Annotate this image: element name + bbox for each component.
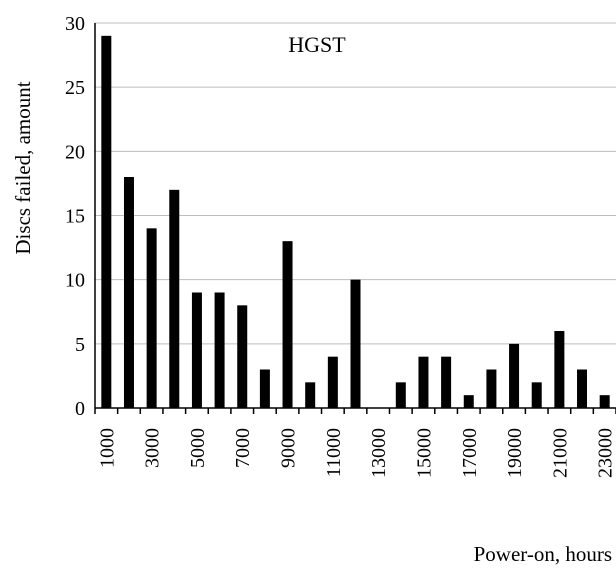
bar xyxy=(327,356,338,408)
x-axis-title: Power-on, hours xyxy=(474,542,612,566)
bar xyxy=(509,343,520,408)
x-tick-label: 1000 xyxy=(96,428,118,468)
bar xyxy=(146,228,157,408)
bar xyxy=(395,382,406,408)
bar xyxy=(237,305,248,408)
bar xyxy=(101,35,112,408)
y-tick-label: 30 xyxy=(65,13,85,35)
bar xyxy=(577,369,588,408)
x-tick-label: 19000 xyxy=(504,428,526,478)
bar xyxy=(123,177,134,408)
y-tick-labels: 0 5 10 15 20 25 30 xyxy=(65,13,85,420)
x-tick-labels: 1000 3000 5000 7000 9000 11000 13000 15000 17000… xyxy=(96,428,616,478)
x-tick-label: 5000 xyxy=(187,428,209,468)
bar xyxy=(305,382,316,408)
x-tick-label: 15000 xyxy=(413,428,435,478)
x-tick-label: 3000 xyxy=(142,428,164,468)
bar xyxy=(599,395,610,408)
x-tick-label: 21000 xyxy=(549,428,571,478)
x-tick-label: 13000 xyxy=(368,428,390,478)
y-tick-label: 5 xyxy=(75,334,85,356)
bar xyxy=(169,189,180,408)
y-tick-label: 15 xyxy=(65,206,85,228)
bars xyxy=(101,35,610,408)
bar xyxy=(441,356,452,408)
x-tick-label: 9000 xyxy=(278,428,300,468)
chart-title: HGST xyxy=(288,32,346,57)
gridlines xyxy=(95,22,616,345)
bar xyxy=(554,331,565,408)
bar xyxy=(191,292,202,408)
x-tick-label: 7000 xyxy=(232,428,254,468)
bar xyxy=(486,369,497,408)
y-tick-label: 20 xyxy=(65,141,85,163)
bar xyxy=(463,395,474,408)
y-tick-label: 10 xyxy=(65,270,85,292)
bar xyxy=(259,369,270,408)
x-tick-label: 23000 xyxy=(595,428,616,478)
y-axis-title: Discs failed, amount xyxy=(11,81,35,254)
bar xyxy=(350,279,361,408)
y-tick-label: 0 xyxy=(75,398,85,420)
axes xyxy=(94,23,616,414)
x-tick-label: 11000 xyxy=(323,428,345,477)
bar xyxy=(282,241,293,408)
bar xyxy=(531,382,542,408)
x-tick-label: 17000 xyxy=(459,428,481,478)
bar xyxy=(418,356,429,408)
bar xyxy=(214,292,225,408)
y-tick-label: 25 xyxy=(65,77,85,99)
